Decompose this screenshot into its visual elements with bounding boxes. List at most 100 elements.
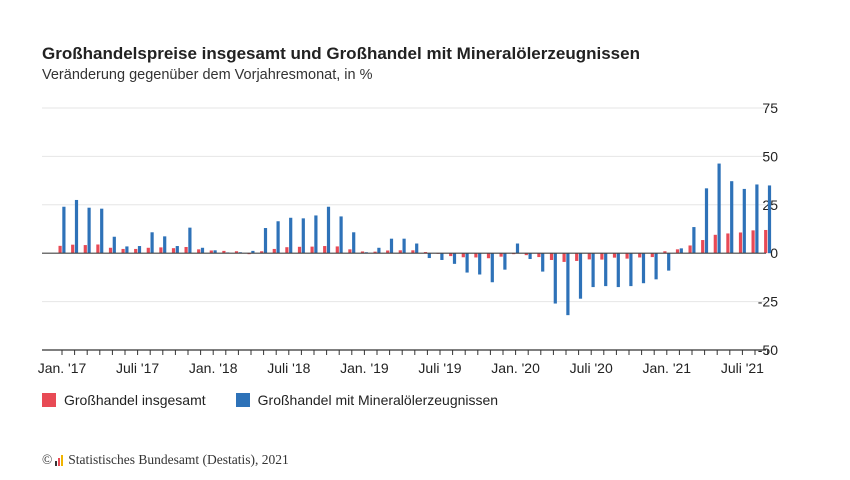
legend-item-series2[interactable]: Großhandel mit Mineralölerzeugnissen bbox=[235, 392, 499, 408]
bar-mineraloel bbox=[604, 253, 608, 287]
bar-insgesamt bbox=[738, 232, 743, 254]
bar-insgesamt bbox=[726, 233, 730, 254]
bar-insgesamt bbox=[184, 247, 188, 254]
bar-insgesamt bbox=[638, 253, 642, 258]
x-tick-label: Juli '18 bbox=[267, 360, 310, 376]
bar-mineraloel bbox=[263, 228, 268, 254]
legend: Großhandel insgesamt Großhandel mit Mine… bbox=[42, 392, 528, 408]
bar-insgesamt bbox=[612, 253, 617, 258]
bar-insgesamt bbox=[234, 251, 239, 254]
bar-insgesamt bbox=[587, 253, 591, 260]
bar-insgesamt bbox=[688, 245, 692, 254]
bar-insgesamt bbox=[121, 248, 125, 254]
bar-insgesamt bbox=[625, 253, 629, 259]
bar-mineraloel bbox=[465, 253, 469, 273]
bar-insgesamt bbox=[386, 250, 390, 254]
bar-mineraloel bbox=[87, 207, 91, 254]
x-tick-label: Juli '17 bbox=[116, 360, 159, 376]
bar-mineraloel bbox=[125, 246, 129, 254]
x-tick-label: Juli '19 bbox=[418, 360, 461, 376]
bar-mineraloel bbox=[339, 216, 343, 254]
bar-insgesamt bbox=[449, 253, 453, 257]
bar-mineraloel bbox=[692, 227, 696, 254]
bar-insgesamt bbox=[549, 253, 554, 260]
bar-mineraloel bbox=[289, 217, 293, 254]
bar-insgesamt bbox=[751, 230, 755, 254]
bar-insgesamt bbox=[310, 246, 314, 254]
x-tick-label: Jan. '20 bbox=[491, 360, 540, 376]
bar-mineraloel bbox=[578, 253, 583, 299]
bar-mineraloel bbox=[629, 253, 633, 287]
x-tick-label: Jan. '21 bbox=[642, 360, 691, 376]
footer: © Statistisches Bundesamt (Destatis), 20… bbox=[42, 452, 289, 468]
bar-mineraloel bbox=[553, 253, 557, 304]
bar-insgesamt bbox=[197, 249, 201, 254]
bar-insgesamt bbox=[650, 253, 654, 258]
bar-mineraloel bbox=[679, 248, 683, 254]
y-tick-label: 50 bbox=[762, 148, 778, 164]
y-tick-label: -25 bbox=[758, 294, 778, 310]
bar-insgesamt bbox=[562, 253, 566, 262]
bar-insgesamt bbox=[373, 251, 377, 254]
bar-insgesamt bbox=[171, 248, 176, 254]
legend-label-series2: Großhandel mit Mineralölerzeugnissen bbox=[257, 392, 499, 408]
bar-mineraloel bbox=[251, 250, 255, 254]
bar-insgesamt bbox=[335, 246, 339, 254]
bar-mineraloel bbox=[755, 184, 759, 254]
chart-title: Großhandelspreise insgesamt und Großhand… bbox=[42, 44, 640, 63]
x-tick-label: Jan. '18 bbox=[189, 360, 238, 376]
bar-insgesamt bbox=[474, 253, 478, 258]
bar-insgesamt bbox=[701, 240, 705, 254]
x-tick-label: Jan. '17 bbox=[38, 360, 87, 376]
bar-insgesamt bbox=[499, 253, 503, 257]
bar-mineraloel bbox=[528, 253, 532, 260]
bar-mineraloel bbox=[112, 236, 116, 254]
bar-mineraloel bbox=[515, 243, 520, 254]
destatis-logo-icon bbox=[55, 454, 64, 466]
bar-mineraloel bbox=[150, 232, 154, 254]
bar-mineraloel bbox=[415, 243, 419, 254]
bar-mineraloel bbox=[616, 253, 620, 288]
bar-mineraloel bbox=[314, 215, 318, 254]
bar-mineraloel bbox=[175, 246, 179, 254]
bar-mineraloel bbox=[717, 163, 721, 254]
bar-mineraloel bbox=[188, 227, 192, 254]
bar-insgesamt bbox=[398, 250, 402, 254]
bar-insgesamt bbox=[272, 248, 276, 254]
bar-mineraloel bbox=[490, 253, 494, 283]
bar-mineraloel bbox=[767, 185, 772, 254]
bar-mineraloel bbox=[137, 246, 142, 254]
bar-insgesamt bbox=[675, 249, 680, 254]
bar-insgesamt bbox=[134, 248, 138, 254]
bar-insgesamt bbox=[600, 253, 604, 260]
bar-insgesamt bbox=[348, 249, 352, 254]
bar-insgesamt bbox=[146, 247, 150, 254]
bar-mineraloel bbox=[213, 250, 217, 254]
bar-insgesamt bbox=[360, 251, 365, 254]
bar-insgesamt bbox=[297, 246, 302, 254]
bar-insgesamt bbox=[222, 250, 226, 254]
bar-insgesamt bbox=[83, 245, 87, 254]
bar-insgesamt bbox=[323, 246, 327, 254]
x-tick-label: Juli '20 bbox=[570, 360, 613, 376]
bar-mineraloel bbox=[704, 188, 709, 254]
legend-item-series1[interactable]: Großhandel insgesamt bbox=[42, 392, 206, 408]
bar-mineraloel bbox=[377, 247, 381, 254]
x-tick-label: Juli '21 bbox=[721, 360, 764, 376]
legend-swatch-red bbox=[42, 393, 56, 407]
bar-insgesamt bbox=[159, 247, 163, 254]
bar-insgesamt bbox=[285, 247, 289, 254]
bar-insgesamt bbox=[486, 253, 491, 259]
copyright-symbol: © bbox=[42, 452, 53, 467]
bar-mineraloel bbox=[100, 208, 104, 254]
bar-insgesamt bbox=[71, 244, 75, 254]
bar-mineraloel bbox=[667, 253, 671, 271]
legend-swatch-blue bbox=[235, 393, 250, 407]
bar-mineraloel bbox=[326, 206, 331, 254]
bar-mineraloel bbox=[654, 253, 658, 280]
bar-mineraloel bbox=[730, 181, 734, 254]
bar-insgesamt bbox=[108, 247, 113, 254]
bar-mineraloel bbox=[276, 221, 280, 254]
bar-mineraloel bbox=[74, 199, 79, 254]
